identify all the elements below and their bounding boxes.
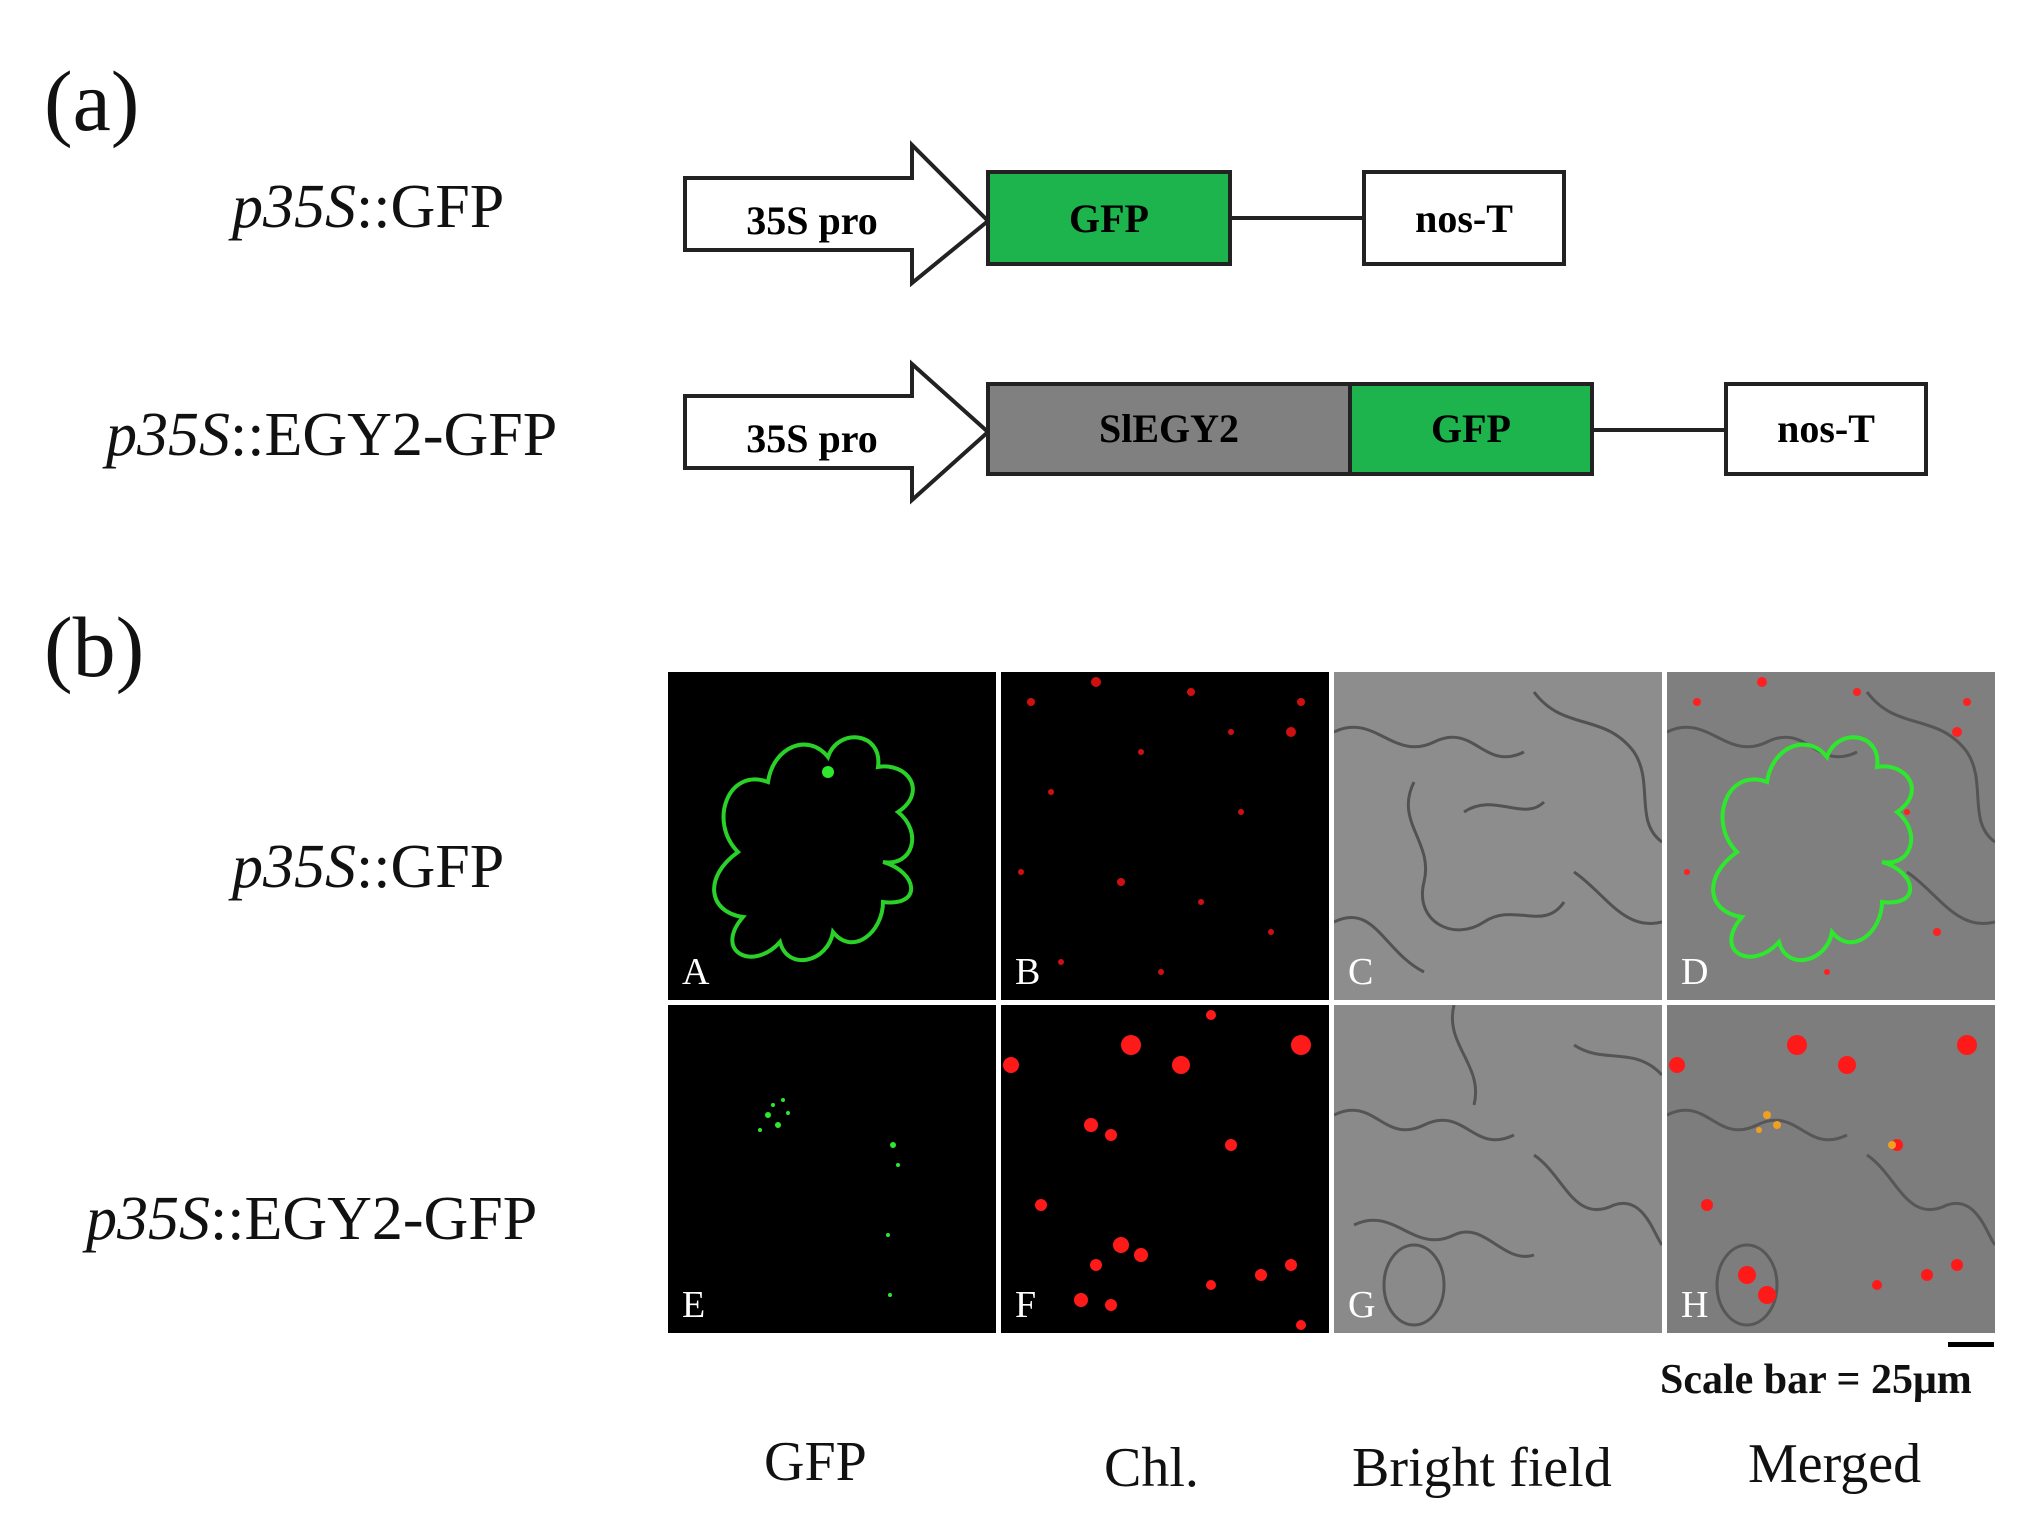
row-prefix: p35S [232, 833, 356, 901]
tile-letter: H [1681, 1284, 1709, 1326]
column-label-bright-field: Bright field [1352, 1437, 1612, 1499]
construct-prefix: p35S [232, 173, 356, 241]
tile-letter: G [1348, 1284, 1376, 1326]
merged-image [1667, 672, 1995, 1000]
gfp-label: GFP [1069, 196, 1149, 241]
chl-image [1001, 672, 1329, 1000]
tile-letter: C [1348, 951, 1374, 993]
promoter-label: 35S pro [746, 198, 878, 243]
promoter-label: 35S pro [746, 416, 878, 461]
scale-bar-label: Scale bar = 25μm [1660, 1357, 1972, 1403]
merged-image [1667, 1005, 1995, 1333]
panel-b-label: (b) [44, 599, 145, 695]
micro-tile-c: C [1334, 672, 1662, 1000]
gfp-image [668, 672, 996, 1000]
terminator-box [1724, 382, 1928, 476]
micro-tile-e: E [668, 1005, 996, 1333]
promoter-arrow [683, 359, 991, 505]
tile-letter: F [1015, 1284, 1037, 1326]
promoter-arrow [683, 140, 991, 288]
row-label-egy2-gfp: p35S::EGY2-GFP [86, 1188, 537, 1250]
chl-image [1001, 1005, 1329, 1333]
micro-tile-d: D [1667, 672, 1995, 1000]
tile-letter: E [682, 1284, 706, 1326]
row-label-gfp: p35S::GFP [232, 836, 504, 898]
tile-letter: D [1681, 951, 1709, 993]
construct-label-gfp: p35S::GFP [232, 176, 504, 238]
microscopy-grid: A B C [668, 672, 1995, 1333]
column-label-chl: Chl. [1104, 1437, 1199, 1499]
construct-suffix: ::EGY2-GFP [230, 401, 558, 469]
slegy2-label: SlEGY2 [1099, 406, 1239, 451]
gfp-box [986, 170, 1232, 266]
row-prefix: p35S [86, 1185, 210, 1253]
tile-letter: A [682, 951, 710, 993]
micro-tile-f: F [1001, 1005, 1329, 1333]
gfp-image [668, 1005, 996, 1333]
brightfield-image [1334, 672, 1662, 1000]
gfp-label: GFP [1431, 406, 1511, 451]
terminator-box [1362, 170, 1566, 266]
construct-label-egy2-gfp: p35S::EGY2-GFP [106, 404, 557, 466]
panel-a-label: (a) [44, 53, 140, 149]
tile-letter: B [1015, 951, 1041, 993]
row-suffix: ::GFP [356, 833, 505, 901]
terminator-label: nos-T [1415, 196, 1513, 241]
brightfield-image [1334, 1005, 1662, 1333]
row-suffix: ::EGY2-GFP [210, 1185, 538, 1253]
column-label-merged: Merged [1748, 1433, 1922, 1495]
micro-tile-b: B [1001, 672, 1329, 1000]
micro-tile-h: H [1667, 1005, 1995, 1333]
construct-diagram: 35S pro GFP nos-T 35S pro SlEGY2 GFP nos… [683, 140, 1928, 505]
micro-tile-g: G [1334, 1005, 1662, 1333]
column-label-gfp: GFP [764, 1431, 867, 1493]
terminator-label: nos-T [1777, 406, 1875, 451]
construct-prefix: p35S [106, 401, 230, 469]
micro-tile-a: A [668, 672, 996, 1000]
construct-suffix: ::GFP [356, 173, 505, 241]
scale-bar-line [1948, 1342, 1994, 1347]
